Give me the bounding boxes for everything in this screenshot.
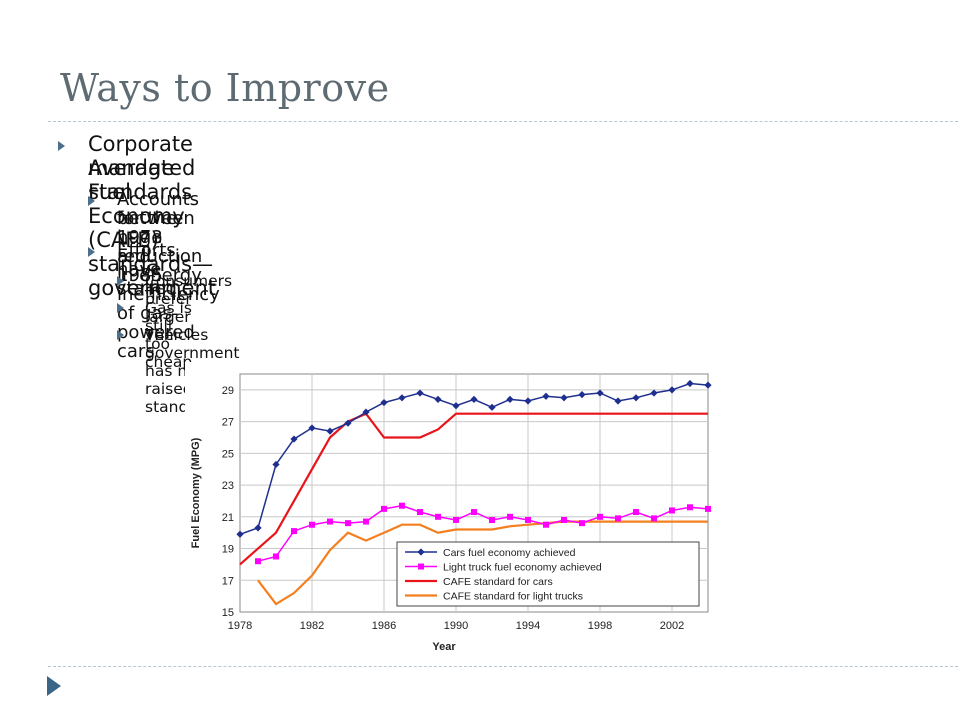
y-tick-label: 17: [222, 575, 234, 587]
cars-data-point: [236, 530, 244, 538]
truck-data-point: [615, 515, 621, 522]
truck-data-point: [255, 558, 261, 565]
legend-label: Light truck fuel economy achieved: [443, 562, 602, 574]
cars-data-point: [578, 391, 586, 399]
truck-data-point: [525, 516, 531, 523]
truck-data-point: [309, 521, 315, 528]
cars-data-point: [398, 394, 406, 402]
slide-title: Ways to Improve: [60, 66, 390, 110]
truck-data-point: [633, 509, 639, 516]
bullet-arrow-icon: [117, 330, 124, 340]
y-tick-label: 29: [222, 385, 234, 397]
truck-data-point: [543, 521, 549, 528]
cars-data-point: [524, 397, 532, 405]
cars-data-point: [560, 394, 568, 402]
bullet-level2-line2: between 1973 and 1985: [117, 208, 195, 286]
cars-data-point: [434, 395, 442, 403]
y-tick-label: 23: [222, 480, 234, 492]
cars-data-point: [344, 419, 352, 427]
y-tick-label: 15: [222, 607, 234, 619]
truck-data-point: [435, 513, 441, 520]
bullet-level1-line2: mandated standards: [88, 156, 196, 204]
y-tick-label: 25: [222, 448, 234, 460]
truck-data-point: [417, 509, 423, 516]
truck-data-point: [291, 528, 297, 535]
cars-data-point: [686, 379, 694, 388]
cars-data-point: [272, 460, 280, 469]
truck-data-point: [273, 553, 279, 560]
x-tick-label: 1986: [372, 620, 396, 632]
chart-legend: [396, 541, 700, 607]
cars-data-point: [488, 403, 496, 411]
x-tick-label: 1990: [444, 620, 468, 632]
fuel-economy-chart: 15 17 19 21 23 25 27 29 1978 1982 1986 1990 1994 1998…: [185, 362, 720, 662]
title-divider: [48, 121, 960, 122]
bullet-arrow-icon: [117, 303, 124, 313]
bullet-arrow-icon: [58, 141, 65, 151]
truck-data-point: [471, 509, 477, 516]
cars-data-point: [308, 424, 316, 432]
bullet-level2-stalled: Efforts have stalled…: [117, 240, 195, 299]
series-line-3: [257, 520, 708, 606]
cars-data-point: [290, 435, 298, 443]
bullet-arrow-icon: [88, 196, 95, 206]
bullet-arrow-icon: [117, 276, 124, 286]
truck-data-point: [651, 515, 657, 522]
x-tick-label: 1978: [228, 620, 252, 632]
footer-divider: [48, 666, 960, 667]
truck-data-point: [489, 516, 495, 523]
cars-data-point: [542, 392, 550, 400]
legend-marker: [418, 563, 424, 570]
y-tick-label: 21: [222, 512, 234, 524]
y-axis-label: Fuel Economy (MPG): [190, 437, 202, 548]
truck-data-point: [399, 502, 405, 509]
bullet-level3-item: Gas is still too cheap: [145, 299, 193, 371]
cars-data-point: [614, 397, 622, 405]
truck-data-point: [705, 505, 711, 512]
x-tick-label: 1982: [300, 620, 324, 632]
legend-label: CAFE standard for light trucks: [443, 591, 583, 603]
cars-data-point: [470, 395, 478, 403]
cars-data-point: [506, 395, 514, 403]
truck-data-point: [579, 520, 585, 527]
y-tick-label: 19: [222, 544, 234, 556]
bullet-level3-item: Consumers prefer larger vehicles: [145, 272, 233, 344]
y-tick-label: 27: [222, 417, 234, 429]
bullet-level1-line1: Corporate Average Fuel Economy (CAFE) st…: [88, 132, 217, 300]
truck-data-point: [363, 518, 369, 525]
cars-data-point: [416, 389, 424, 397]
truck-data-point: [597, 513, 603, 520]
bullet-arrow-icon: [88, 247, 95, 257]
cars-data-point: [452, 402, 460, 410]
truck-data-point: [687, 504, 693, 511]
truck-data-point: [345, 520, 351, 527]
cars-data-point: [326, 427, 334, 435]
truck-data-point: [453, 516, 459, 523]
slide-marker-icon: [47, 676, 61, 696]
truck-data-point: [507, 513, 513, 520]
cars-data-point: [254, 524, 262, 532]
truck-data-point: [561, 516, 567, 523]
bullet-level2-line1: Accounts for the huge reduction in energ…: [117, 189, 220, 362]
x-tick-label: 1998: [588, 620, 612, 632]
cars-data-point: [380, 398, 388, 407]
x-tick-label: 2002: [660, 620, 684, 632]
truck-data-point: [327, 518, 333, 525]
x-tick-label: 1994: [516, 620, 540, 632]
x-axis-label: Year: [432, 641, 456, 653]
legend-marker: [417, 548, 425, 556]
truck-data-point: [381, 505, 387, 512]
cars-data-point: [362, 408, 370, 416]
truck-data-point: [669, 507, 675, 514]
legend-label: Cars fuel economy achieved: [443, 547, 576, 559]
cars-data-point: [632, 394, 640, 402]
legend-label: CAFE standard for cars: [443, 576, 553, 588]
